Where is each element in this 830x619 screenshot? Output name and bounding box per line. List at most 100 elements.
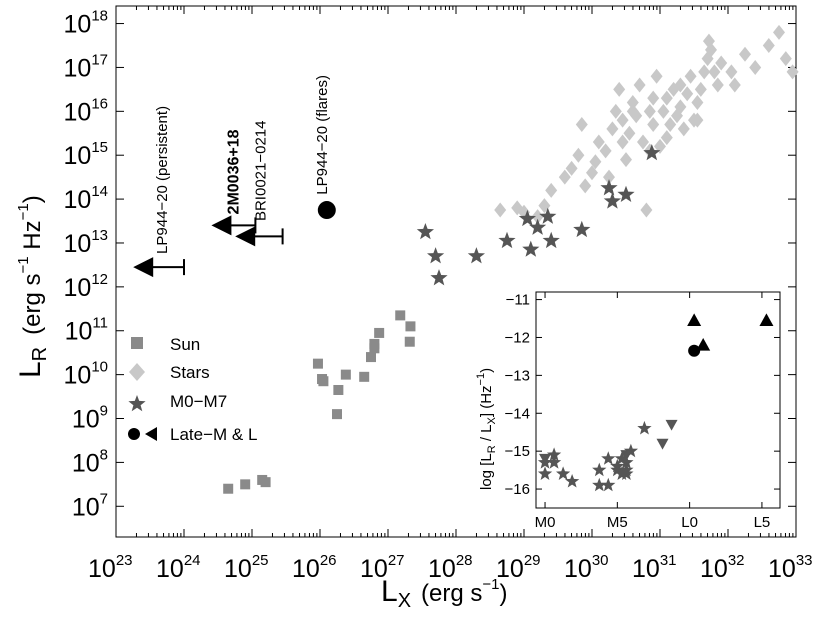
legend-marker-m-dwarfs: [128, 395, 146, 412]
x-tick-label: 1027: [360, 552, 405, 583]
inset-ticks: [536, 292, 780, 508]
data-point-diamond: [599, 143, 612, 159]
data-point-diamond: [660, 130, 673, 146]
y-tick-label: 1010: [64, 359, 109, 390]
data-point-square: [260, 477, 271, 488]
data-point-diamond: [572, 147, 585, 163]
data-point-star: [522, 240, 540, 257]
data-point-diamond: [616, 112, 629, 128]
data-point-diamond: [643, 103, 656, 119]
x-tick-label: 1033: [768, 552, 813, 583]
inset-y-tick-label: −15: [505, 443, 530, 460]
x-tick-label: 1025: [224, 552, 269, 583]
inset-data-point-star: [546, 447, 562, 461]
inset-data-point-star: [546, 455, 562, 469]
data-point-diamond: [664, 116, 677, 132]
y-tick-label: 1012: [64, 271, 109, 302]
data-point-star: [643, 144, 661, 161]
inset-x-tick-label: M0: [535, 514, 556, 531]
data-point-diamond: [633, 77, 646, 93]
main-annotations: LP944−20 (persistent) 2M0036+18 BRI0021−02…: [154, 75, 331, 254]
data-point-star: [539, 207, 557, 224]
inset-y-tick-label: −14: [505, 405, 530, 422]
data-point-diamond: [677, 121, 690, 137]
data-point-diamond: [620, 152, 632, 168]
x-tick-label: 1032: [700, 552, 745, 583]
inset-data-point-star: [537, 466, 553, 480]
data-point-diamond: [626, 103, 639, 119]
inset-frame: [535, 291, 781, 509]
legend-marker-late-m-circle: [128, 428, 140, 440]
data-point-square: [405, 321, 416, 332]
inset-y-tick-label: −11: [506, 292, 530, 309]
annotation-label: LP944−20 (persistent): [154, 106, 171, 254]
legend-marker-sun: [131, 337, 143, 349]
data-point-diamond: [606, 121, 619, 137]
annotation-label: LP944−20 (flares): [314, 75, 331, 195]
inset-data-point-star: [637, 420, 652, 435]
y-tick-label: 1017: [64, 51, 109, 82]
data-point-diamond: [626, 95, 639, 111]
inset-data-point-triangle-down: [620, 450, 633, 461]
y-tick-label: 1014: [64, 183, 109, 214]
inset-y-axis-label: log [LR / LX] (Hz−1): [475, 368, 498, 490]
data-point-square: [240, 479, 251, 490]
data-point-square: [374, 327, 385, 338]
data-point-diamond: [637, 134, 649, 150]
data-point-diamond: [494, 202, 507, 218]
y-tick-label: 107: [72, 490, 108, 521]
data-point-diamond: [674, 77, 687, 93]
data-point-triangle-left: [211, 215, 232, 236]
data-point-diamond: [694, 81, 707, 97]
x-tick-label: 1023: [88, 552, 133, 583]
data-point-diamond: [647, 90, 660, 106]
annotation-label: 2M0036+18: [225, 129, 242, 214]
data-point-diamond: [698, 64, 711, 80]
data-point-diamond: [749, 59, 762, 75]
data-point-diamond: [711, 77, 724, 93]
inset-data-point-circle: [688, 344, 701, 357]
inset-data-point-star: [592, 462, 607, 477]
data-point-star: [467, 247, 485, 264]
data-point-square: [369, 338, 380, 349]
data-point-diamond: [586, 165, 598, 181]
inset-x-tick-label: L0: [681, 514, 698, 531]
data-point-star: [617, 185, 635, 202]
data-point-square: [404, 336, 415, 347]
data-point-triangle-left: [133, 257, 154, 278]
data-point-square: [359, 371, 370, 382]
data-point-diamond: [705, 42, 717, 58]
data-point-diamond: [531, 209, 544, 225]
inset-data-point-triangle-up: [696, 338, 711, 351]
inset-data-point-triangle-up: [687, 313, 702, 327]
data-point-star: [529, 218, 547, 235]
data-point-diamond: [779, 51, 792, 67]
x-tick-label: 1028: [428, 552, 473, 583]
data-point-star: [542, 231, 560, 249]
legend-marker-late-m-triangle: [145, 427, 157, 441]
data-point-diamond: [715, 55, 728, 71]
data-point-diamond: [579, 178, 592, 194]
data-point-diamond: [589, 154, 602, 170]
inset-x-tick-label: M5: [607, 514, 628, 531]
data-point-triangle-left: [235, 226, 256, 247]
y-tick-label: 1018: [64, 8, 109, 39]
y-tick-label: 109: [72, 403, 108, 434]
x-tick-label: 1029: [496, 552, 541, 583]
inset-x-tick-label: L5: [754, 514, 771, 531]
y-tick-label: 1015: [64, 139, 109, 170]
data-point-diamond: [650, 68, 663, 84]
inset-data-point-triangle-up: [759, 313, 774, 327]
inset-data-point-triangle-down: [656, 438, 669, 450]
inset-y-tick-label: −16: [505, 481, 530, 498]
data-point-diamond: [647, 116, 660, 132]
data-point-star: [498, 231, 516, 249]
data-point-diamond: [728, 77, 741, 93]
inset-data-points: [537, 313, 774, 492]
data-point-star: [518, 209, 536, 227]
data-point-diamond: [613, 81, 626, 97]
inset-data-point-star: [614, 451, 629, 465]
legend-star-shape: [128, 395, 146, 412]
data-point-square: [318, 376, 329, 387]
inset-data-point-star: [610, 462, 625, 477]
